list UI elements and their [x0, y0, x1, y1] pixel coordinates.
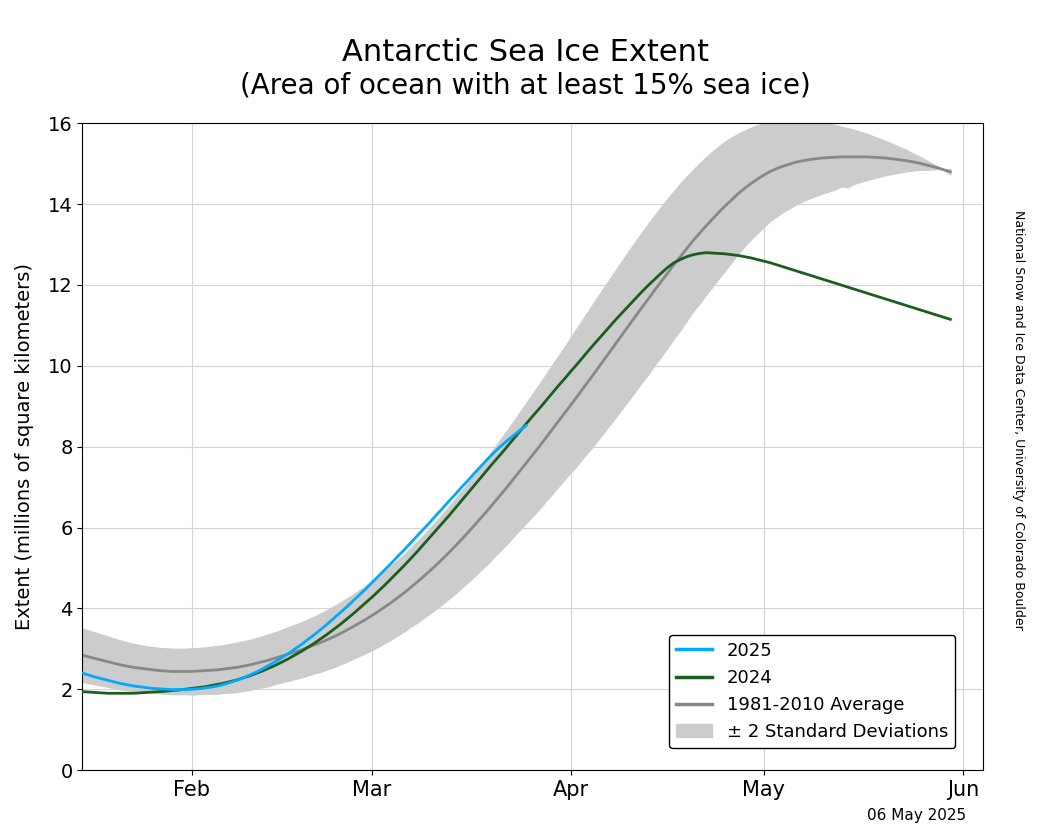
Text: (Area of ocean with at least 15% sea ice): (Area of ocean with at least 15% sea ice…: [239, 71, 811, 99]
Text: National Snow and Ice Data Center, University of Colorado Boulder: National Snow and Ice Data Center, Unive…: [1012, 210, 1025, 630]
Text: 06 May 2025: 06 May 2025: [867, 808, 966, 823]
Y-axis label: Extent (millions of square kilometers): Extent (millions of square kilometers): [15, 263, 34, 630]
Legend: 2025, 2024, 1981-2010 Average, ± 2 Standard Deviations: 2025, 2024, 1981-2010 Average, ± 2 Stand…: [669, 634, 956, 748]
Text: Antarctic Sea Ice Extent: Antarctic Sea Ice Extent: [341, 38, 709, 67]
